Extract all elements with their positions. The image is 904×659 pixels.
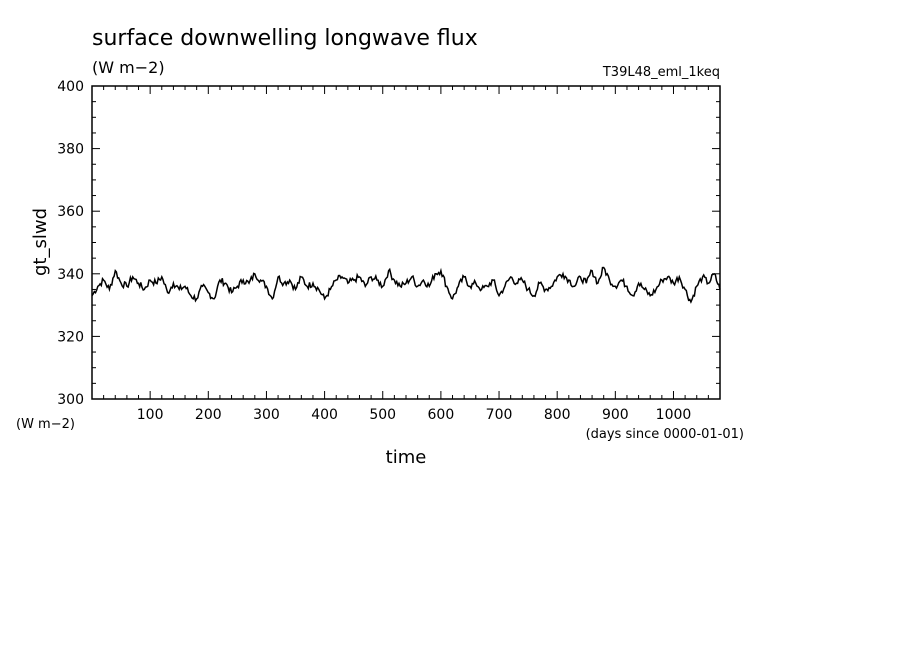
y-axis-units: (W m−2) (16, 417, 75, 432)
plot-frame (91, 85, 721, 400)
experiment-label: T39L48_eml_1keq (602, 65, 720, 80)
x-tick-label: 1000 (656, 407, 692, 423)
x-tick-label: 100 (137, 407, 164, 423)
y-tick-label: 360 (57, 204, 84, 220)
title-units: (W m−2) (92, 58, 165, 77)
x-tick-label: 900 (602, 407, 629, 423)
y-tick-label: 380 (57, 142, 84, 158)
x-tick-label: 600 (428, 407, 455, 423)
y-axis-ticks: 300 320 340 360 380 400 (57, 79, 720, 408)
chart-title: surface downwelling longwave flux (92, 26, 478, 51)
x-tick-label: 800 (544, 407, 571, 423)
y-axis-label: gt_slwd (30, 208, 51, 276)
x-tick-label: 700 (486, 407, 513, 423)
x-axis-ticks: 100 200 300 400 500 600 700 800 900 1000 (91, 86, 721, 423)
y-tick-label: 340 (57, 267, 84, 283)
x-axis-units: (days since 0000-01-01) (586, 427, 744, 442)
x-tick-label: 400 (311, 407, 338, 423)
y-tick-label: 300 (57, 392, 84, 408)
series-line (91, 266, 721, 304)
x-tick-label: 300 (253, 407, 280, 423)
y-tick-label: 320 (57, 329, 84, 345)
y-tick-label: 400 (57, 79, 84, 95)
x-axis-label: time (386, 447, 427, 468)
x-tick-label: 200 (195, 407, 222, 423)
x-tick-label: 500 (369, 407, 396, 423)
